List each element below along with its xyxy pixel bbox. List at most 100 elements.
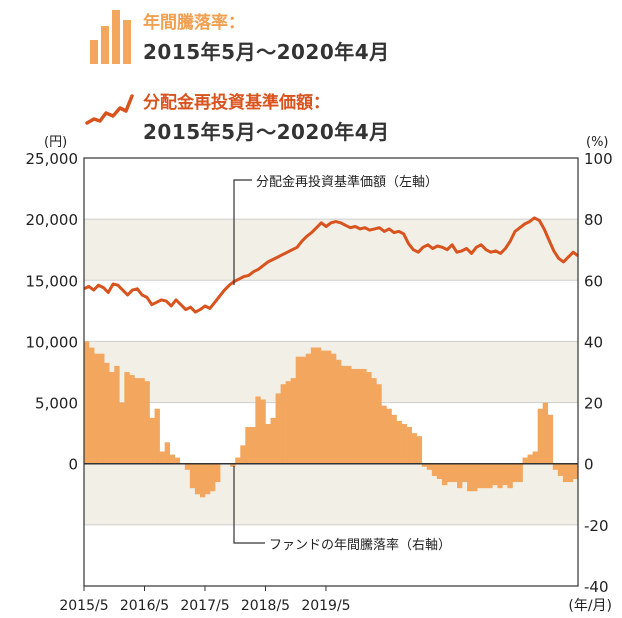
bar bbox=[84, 341, 90, 464]
left-tick-label: 25,000 bbox=[26, 150, 79, 168]
bar bbox=[507, 463, 513, 489]
bar bbox=[331, 353, 337, 464]
bar bbox=[416, 436, 423, 464]
bar bbox=[104, 362, 110, 464]
bar bbox=[371, 378, 377, 464]
bar bbox=[89, 347, 95, 464]
bar bbox=[441, 463, 448, 486]
bar bbox=[134, 378, 140, 464]
bar bbox=[250, 427, 256, 464]
bar bbox=[260, 399, 266, 464]
bar bbox=[457, 463, 463, 489]
bar bbox=[547, 414, 554, 464]
bar bbox=[557, 463, 564, 476]
bar bbox=[567, 463, 574, 483]
x-axis-unit: (年/月) bbox=[568, 598, 612, 614]
left-tick-label: 10,000 bbox=[26, 333, 79, 351]
bar bbox=[129, 375, 135, 464]
bar bbox=[230, 463, 236, 467]
bar bbox=[149, 417, 155, 464]
left-tick-label: 20,000 bbox=[26, 211, 79, 229]
line-annotation: 分配金再投資基準価額（左軸） bbox=[256, 174, 438, 190]
bar bbox=[356, 368, 362, 464]
right-tick-label: -20 bbox=[584, 517, 609, 535]
bar-annotation-leader bbox=[233, 466, 265, 544]
bar bbox=[204, 463, 211, 495]
bar bbox=[341, 365, 347, 464]
bar bbox=[406, 427, 412, 464]
bar bbox=[436, 463, 443, 479]
bar bbox=[421, 463, 428, 467]
bar bbox=[164, 442, 170, 464]
bar bbox=[572, 463, 579, 479]
bar bbox=[315, 347, 322, 464]
bar bbox=[94, 353, 100, 464]
bar bbox=[381, 405, 387, 464]
bar bbox=[210, 463, 216, 492]
left-tick-label: 15,000 bbox=[26, 272, 79, 290]
band bbox=[84, 280, 578, 342]
bar bbox=[527, 454, 533, 464]
bar bbox=[522, 457, 528, 464]
bar bbox=[270, 417, 276, 464]
x-tick-label: 2015/5 bbox=[59, 598, 108, 614]
bar bbox=[124, 372, 130, 464]
right-tick-label: 40 bbox=[584, 333, 603, 351]
bar bbox=[391, 414, 397, 464]
bar bbox=[446, 463, 453, 483]
bar bbox=[401, 423, 407, 464]
bar bbox=[386, 408, 392, 464]
bar bbox=[184, 463, 191, 470]
bar bbox=[245, 427, 251, 464]
bar bbox=[537, 408, 544, 464]
bar bbox=[174, 457, 181, 464]
bar bbox=[199, 463, 206, 498]
right-tick-label: 80 bbox=[584, 211, 603, 229]
bar bbox=[295, 356, 302, 464]
x-tick-label: 2017/5 bbox=[180, 598, 229, 614]
right-tick-label: 20 bbox=[584, 395, 603, 413]
right-tick-label: 100 bbox=[584, 150, 613, 168]
bar bbox=[300, 356, 307, 464]
bar bbox=[532, 451, 538, 464]
line-series bbox=[83, 216, 579, 314]
x-tick-label: 2016/5 bbox=[120, 598, 169, 614]
legend: 年間騰落率： 2015年5月～2020年4月 分配金再投資基準価額： 2015年… bbox=[0, 0, 622, 150]
bar bbox=[265, 423, 271, 464]
bar bbox=[487, 463, 493, 489]
bar bbox=[114, 365, 120, 464]
bar-legend-period: 2015年5月～2020年4月 bbox=[143, 40, 390, 64]
bar bbox=[512, 463, 518, 483]
bar bbox=[562, 463, 569, 483]
bar bbox=[255, 396, 261, 464]
bar bbox=[119, 402, 125, 464]
bar bbox=[431, 463, 438, 476]
bar bbox=[451, 463, 458, 483]
right-tick-label: 0 bbox=[584, 456, 594, 474]
bar bbox=[189, 463, 196, 489]
bar bbox=[351, 368, 357, 464]
bar bbox=[462, 463, 468, 483]
bar bbox=[280, 384, 286, 464]
bar-legend-title: 年間騰落率： bbox=[143, 13, 245, 33]
bar bbox=[361, 368, 367, 464]
bar bbox=[376, 384, 382, 464]
bar-annotation: ファンドの年間騰落率（右軸） bbox=[269, 537, 451, 553]
right-tick-label: -40 bbox=[584, 578, 609, 596]
bar bbox=[310, 347, 317, 464]
bar bbox=[109, 372, 115, 464]
bar bbox=[144, 381, 150, 464]
bar bbox=[411, 433, 417, 464]
line-legend-icon bbox=[85, 94, 134, 125]
bar bbox=[482, 463, 488, 489]
bar bbox=[396, 420, 402, 464]
bar bbox=[194, 463, 201, 495]
bar-legend-icon bbox=[90, 10, 131, 64]
bar bbox=[154, 408, 160, 464]
bar bbox=[467, 463, 473, 492]
bar bbox=[290, 378, 297, 464]
line-legend-title: 分配金再投資基準価額： bbox=[143, 93, 330, 113]
x-tick-label: 2018/5 bbox=[241, 598, 290, 614]
left-tick-label: 0 bbox=[68, 456, 78, 474]
bar bbox=[139, 378, 145, 464]
